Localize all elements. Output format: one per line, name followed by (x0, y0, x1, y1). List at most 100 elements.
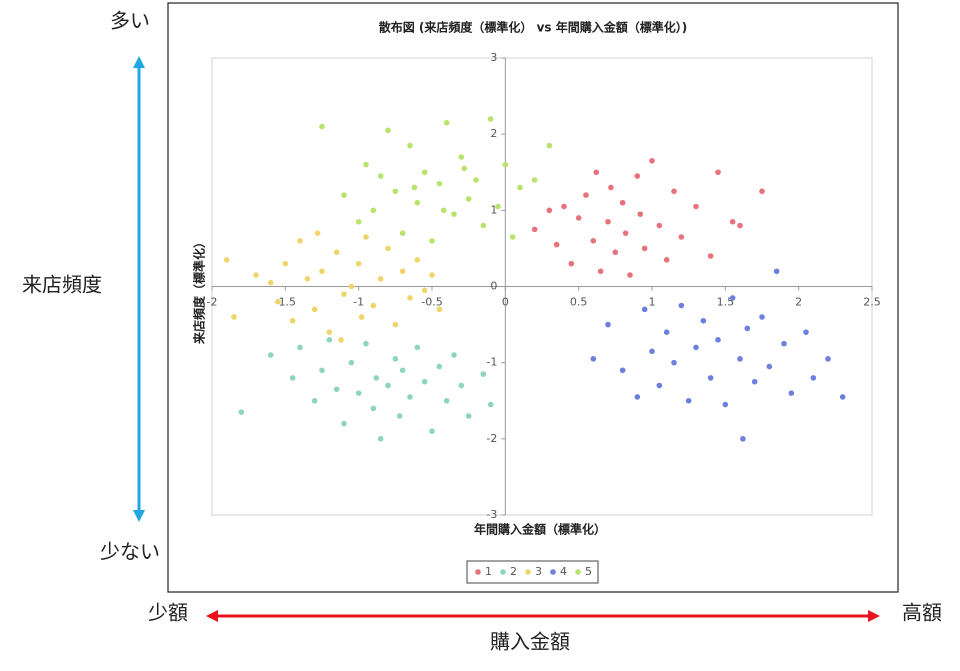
legend-marker (575, 569, 581, 575)
point (370, 405, 377, 412)
point (597, 268, 604, 275)
point (333, 386, 340, 393)
point (619, 367, 626, 374)
point (693, 344, 699, 351)
point (568, 260, 575, 267)
x-tick-label: -1.5 (275, 296, 296, 309)
point (773, 268, 780, 275)
point (622, 230, 629, 236)
point (605, 218, 611, 225)
point (693, 203, 699, 210)
x-tick-label: -1 (353, 296, 364, 309)
point (729, 218, 736, 225)
point (443, 119, 450, 126)
point (440, 207, 447, 214)
point (575, 215, 582, 221)
point (715, 337, 721, 343)
point (411, 184, 418, 191)
point (348, 283, 355, 290)
point (740, 436, 746, 442)
legend-label: 5 (585, 565, 592, 578)
point (399, 230, 406, 236)
point (678, 234, 685, 240)
point (678, 302, 685, 309)
annotation: 高額 (902, 601, 942, 625)
point (810, 375, 817, 381)
point (561, 203, 567, 210)
x-tick-label: 0.5 (570, 296, 588, 309)
point (414, 199, 421, 206)
point (593, 169, 600, 176)
point (289, 317, 296, 324)
point (370, 207, 377, 214)
point (358, 314, 365, 320)
point (319, 268, 325, 275)
x-tick-label: -2 (207, 296, 218, 309)
point (590, 238, 597, 244)
point (223, 257, 230, 263)
point (326, 329, 333, 336)
legend (466, 560, 599, 584)
point (641, 306, 648, 313)
point (429, 428, 435, 435)
point (634, 394, 641, 400)
point (458, 382, 465, 389)
point (436, 306, 443, 313)
point (707, 375, 714, 381)
point (502, 161, 509, 168)
point (649, 348, 655, 355)
point (421, 169, 428, 176)
point (392, 188, 399, 195)
y-tick-label: -3 (486, 508, 497, 521)
point (297, 344, 303, 351)
point (363, 161, 369, 168)
point (641, 245, 648, 252)
point (436, 180, 443, 187)
point (509, 234, 516, 240)
point (671, 188, 677, 195)
annotation: 購入金額 (490, 630, 570, 654)
point (341, 192, 347, 198)
point (627, 272, 633, 278)
point (715, 169, 721, 176)
point (355, 218, 362, 225)
annotation: 多い (110, 9, 150, 33)
point (451, 352, 457, 358)
annotation: 少ない (100, 540, 160, 564)
point (385, 245, 391, 252)
point (531, 177, 538, 183)
point (267, 279, 274, 286)
point (282, 260, 289, 267)
point (517, 184, 523, 191)
point (634, 173, 641, 179)
legend-marker (500, 569, 506, 575)
x-tick-label: 0 (502, 296, 509, 309)
point (737, 222, 743, 229)
x-tick-label: -0.5 (421, 296, 442, 309)
chart-frame (167, 2, 899, 593)
point (781, 340, 787, 347)
legend-marker (475, 569, 481, 575)
point (377, 436, 384, 442)
point (267, 352, 274, 358)
point (314, 230, 321, 236)
point (546, 142, 553, 149)
point (341, 420, 347, 427)
point (385, 382, 391, 389)
point (275, 298, 281, 305)
point (619, 199, 626, 206)
point (649, 158, 655, 164)
annotation: 少額 (148, 601, 188, 625)
point (612, 249, 619, 256)
point (396, 413, 403, 419)
x-tick-label: 1.5 (717, 296, 735, 309)
point (590, 356, 597, 362)
point (407, 394, 413, 400)
point (803, 329, 809, 336)
point (370, 302, 377, 309)
point (839, 394, 846, 400)
point (759, 314, 765, 320)
point (429, 238, 435, 244)
point (407, 295, 413, 301)
y-tick-label: 2 (490, 127, 497, 140)
